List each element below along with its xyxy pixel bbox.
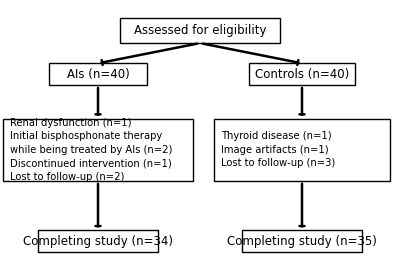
FancyBboxPatch shape bbox=[49, 63, 147, 85]
FancyBboxPatch shape bbox=[249, 63, 355, 85]
FancyBboxPatch shape bbox=[3, 119, 193, 181]
Text: Thyroid disease (n=1)
Image artifacts (n=1)
Lost to follow-up (n=3): Thyroid disease (n=1) Image artifacts (n… bbox=[221, 131, 336, 168]
FancyBboxPatch shape bbox=[38, 230, 158, 252]
FancyBboxPatch shape bbox=[242, 230, 362, 252]
Text: Renal dysfunction (n=1)
Initial bisphosphonate therapy
while being treated by AI: Renal dysfunction (n=1) Initial bisphosp… bbox=[10, 117, 172, 182]
Text: AIs (n=40): AIs (n=40) bbox=[67, 68, 129, 81]
FancyBboxPatch shape bbox=[214, 119, 390, 181]
Text: Assessed for eligibility: Assessed for eligibility bbox=[134, 24, 266, 37]
Text: Controls (n=40): Controls (n=40) bbox=[255, 68, 349, 81]
Text: Completing study (n=35): Completing study (n=35) bbox=[227, 235, 377, 248]
FancyBboxPatch shape bbox=[120, 18, 280, 43]
Text: Completing study (n=34): Completing study (n=34) bbox=[23, 235, 173, 248]
